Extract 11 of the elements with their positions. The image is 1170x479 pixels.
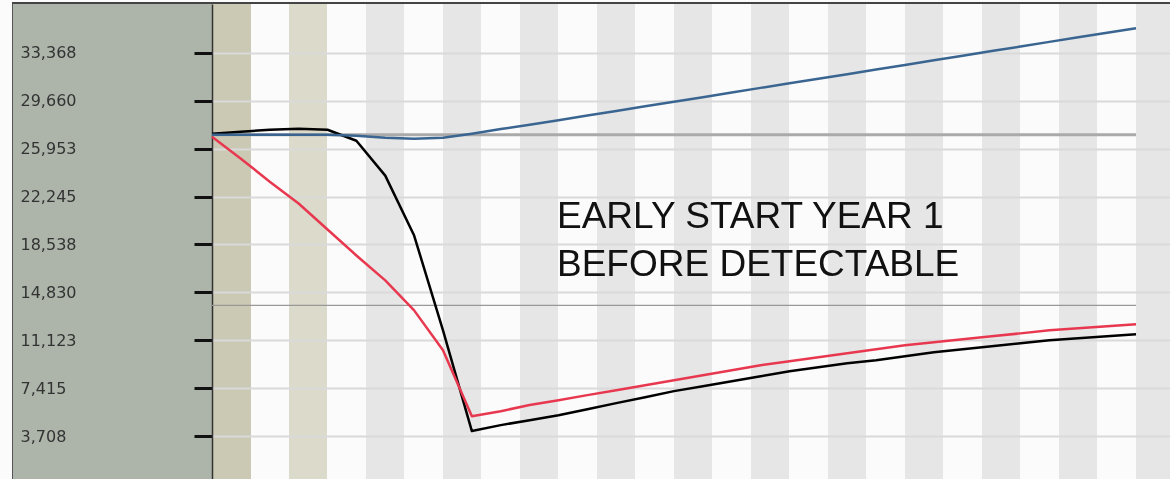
y-tick-label: 11,123 [20, 330, 77, 350]
y-tick-label: 14,830 [20, 282, 77, 302]
y-tick-label: 33,368 [20, 43, 77, 63]
y-tick-label: 3,708 [20, 426, 67, 446]
y-tick-label: 25,953 [20, 139, 77, 159]
y-tick-label: 7,415 [20, 378, 67, 398]
y-tick-label: 22,245 [20, 187, 77, 207]
y-tick-label: 29,660 [20, 91, 77, 111]
annotation: EARLY START YEAR 1 BEFORE DETECTABLE [557, 195, 960, 284]
y-tick-label: 18,538 [20, 235, 77, 254]
line-series [210, 26, 1138, 140]
